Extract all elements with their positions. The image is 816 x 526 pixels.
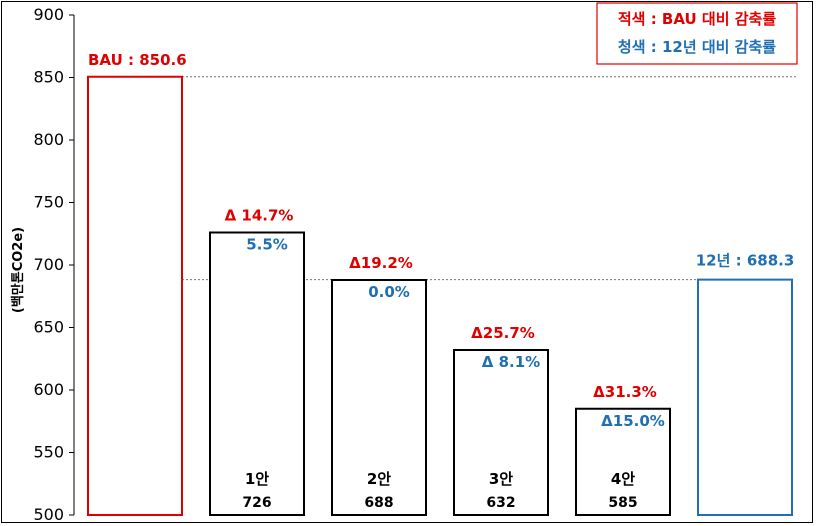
bar-label-red: BAU : 850.6	[88, 51, 187, 69]
legend-box	[596, 2, 798, 65]
bar-labels: BAU : 850.6 Δ 14.7% 5.5% 1안 726 Δ19.2% 0.0% 2안 6…	[88, 51, 794, 511]
y-tick-label: 550	[33, 443, 64, 462]
legend: 적색 : BAU 대비 감축률 청색 : 12년 대비 감축률	[596, 2, 798, 65]
bars	[87, 75, 793, 516]
bar-label-blue: 0.0%	[368, 283, 410, 301]
y-tick-label: 600	[33, 380, 64, 399]
bar-1	[87, 75, 183, 516]
bar-5	[575, 407, 671, 516]
bar-4	[453, 349, 549, 516]
y-tick-label: 800	[33, 130, 64, 149]
bar-value-label: 585	[608, 495, 637, 511]
y-tick-label: 900	[33, 5, 64, 24]
bar-label-blue: 12년 : 688.3	[696, 252, 795, 270]
bar-label-blue: 5.5%	[246, 236, 288, 254]
bar-label-blue: Δ 8.1%	[482, 353, 540, 371]
y-tick-label: 650	[33, 318, 64, 337]
bar-label-red: Δ25.7%	[471, 324, 535, 342]
bar-value-label: 726	[242, 495, 271, 511]
bar-value-label: 688	[364, 495, 393, 511]
y-tick-label: 700	[33, 255, 64, 274]
legend-entry-red: 적색 : BAU 대비 감축률	[618, 10, 776, 28]
bar-category-label: 1안	[245, 470, 269, 488]
legend-entry-blue: 청색 : 12년 대비 감축률	[618, 38, 776, 56]
y-tick-label: 500	[33, 505, 64, 524]
y-axis-label: (백만톤CO2e)	[10, 227, 26, 313]
y-tick-label: 850	[33, 68, 64, 87]
bar-label-blue: Δ15.0%	[601, 412, 665, 430]
y-axis: 500 550 600 650 700 750 800 850 900	[33, 5, 75, 524]
bar-label-red: Δ31.3%	[593, 383, 657, 401]
bar-category-label: 3안	[489, 470, 513, 488]
bar-category-label: 4안	[611, 470, 635, 488]
bar-2	[209, 231, 305, 516]
bar-value-label: 632	[486, 495, 515, 511]
bar-label-red: Δ19.2%	[349, 254, 413, 272]
bar-label-red: Δ 14.7%	[225, 207, 294, 225]
bar-6	[697, 278, 793, 516]
bar-3	[331, 279, 427, 516]
y-tick-label: 750	[33, 193, 64, 212]
bar-category-label: 2안	[367, 470, 391, 488]
